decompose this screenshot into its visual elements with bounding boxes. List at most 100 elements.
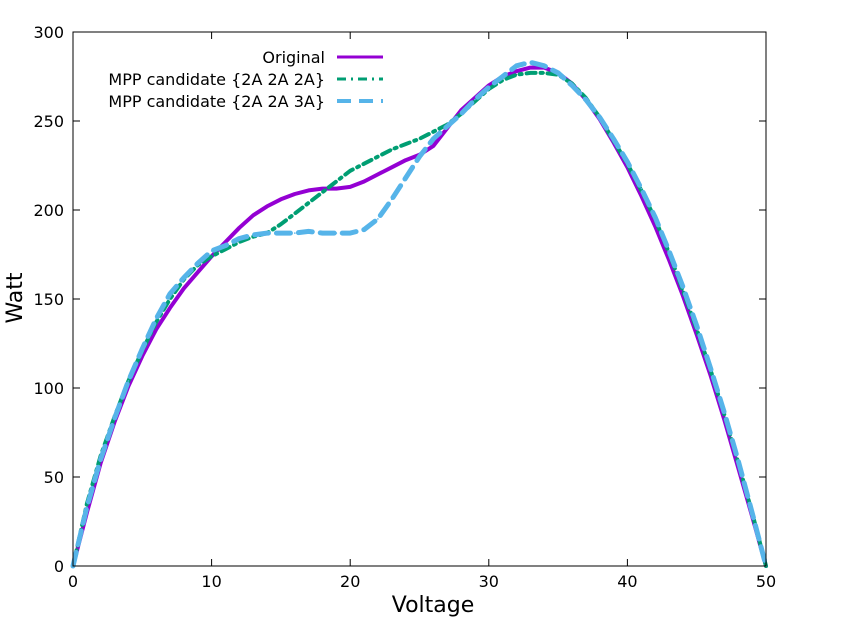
data-point	[529, 66, 532, 69]
x-tick-label: 50	[756, 572, 776, 591]
data-point	[99, 458, 102, 461]
data-point	[418, 155, 421, 158]
data-point	[252, 214, 254, 217]
data-point	[488, 86, 490, 88]
data-point	[335, 180, 338, 183]
data-point	[363, 228, 365, 231]
data-point	[474, 98, 476, 101]
data-point	[377, 155, 379, 158]
series-3	[70, 59, 769, 569]
data-point	[391, 198, 393, 201]
y-tick-label: 100	[33, 379, 64, 398]
x-tick-label: 0	[68, 572, 78, 591]
data-point	[515, 70, 518, 72]
data-point	[224, 248, 227, 250]
data-point	[127, 380, 130, 382]
data-point	[266, 232, 268, 234]
data-point	[529, 72, 532, 74]
data-point	[155, 328, 157, 331]
data-point	[585, 98, 587, 101]
x-tick-label: 30	[479, 572, 499, 591]
data-point	[183, 287, 185, 290]
data-point	[654, 225, 656, 227]
data-point	[515, 73, 518, 76]
data-point	[751, 511, 753, 514]
y-tick-label: 250	[33, 112, 64, 131]
data-point	[598, 116, 601, 119]
data-point	[626, 161, 629, 163]
legend-label: MPP candidate {2A 2A 2A}	[108, 70, 325, 89]
data-point	[460, 113, 462, 115]
data-point	[196, 262, 199, 265]
data-point	[183, 276, 185, 279]
data-point	[196, 271, 199, 274]
data-point	[418, 138, 421, 140]
x-tick-label: 20	[340, 572, 360, 591]
data-point	[210, 250, 213, 252]
data-point	[321, 232, 324, 234]
data-point	[307, 230, 310, 233]
data-point	[432, 138, 435, 140]
legend-label: Original	[262, 48, 325, 67]
data-point	[349, 232, 352, 234]
data-point	[723, 413, 726, 416]
data-point	[252, 234, 254, 236]
data-point	[668, 259, 670, 261]
data-point	[238, 237, 241, 240]
data-point	[682, 285, 684, 288]
y-tick-label: 150	[33, 290, 64, 309]
data-point	[266, 205, 268, 208]
data-point	[529, 61, 532, 64]
x-tick-label: 40	[617, 572, 637, 591]
data-point	[280, 223, 282, 225]
data-point	[640, 195, 643, 197]
data-point	[515, 65, 518, 67]
data-point	[169, 307, 171, 309]
legend: Original MPP candidate {2A 2A 2A} MPP cand…	[108, 48, 383, 111]
data-point	[294, 232, 296, 234]
data-point	[391, 166, 393, 169]
data-point	[321, 187, 324, 190]
data-point	[169, 292, 171, 295]
series-layer	[70, 59, 769, 569]
y-tick-label: 300	[33, 23, 64, 42]
data-point	[349, 170, 352, 172]
data-point	[709, 367, 712, 370]
data-point	[224, 244, 227, 247]
data-point	[155, 317, 157, 320]
data-point	[280, 198, 282, 201]
data-point	[543, 72, 545, 74]
y-axis-title: Watt	[3, 272, 28, 323]
data-point	[654, 216, 656, 218]
data-point	[391, 148, 393, 151]
axes-layer: 0 10 20 30 40 50 0 50 100 150 200 250 300	[33, 23, 776, 591]
data-point	[363, 162, 365, 165]
data-point	[377, 173, 379, 176]
data-point	[349, 186, 352, 188]
data-point	[280, 232, 282, 234]
y-tick-label: 50	[44, 468, 64, 487]
data-point	[432, 145, 435, 147]
data-point	[501, 75, 504, 78]
data-point	[307, 202, 310, 204]
data-point	[238, 227, 241, 229]
data-point	[86, 506, 88, 509]
data-point	[294, 212, 296, 215]
data-point	[432, 130, 435, 133]
x-axis-title: Voltage	[392, 593, 475, 618]
data-point	[141, 348, 144, 350]
data-point	[210, 255, 213, 258]
data-point	[446, 125, 449, 128]
data-point	[640, 187, 643, 190]
y-tick-label: 200	[33, 201, 64, 220]
data-point	[404, 143, 407, 145]
data-point	[543, 65, 545, 67]
y-tick-label: 0	[54, 557, 64, 576]
data-point	[474, 100, 476, 103]
data-point	[668, 250, 670, 252]
legend-label: MPP candidate {2A 2A 3A}	[108, 92, 325, 111]
data-point	[612, 138, 615, 140]
data-point	[224, 241, 227, 243]
